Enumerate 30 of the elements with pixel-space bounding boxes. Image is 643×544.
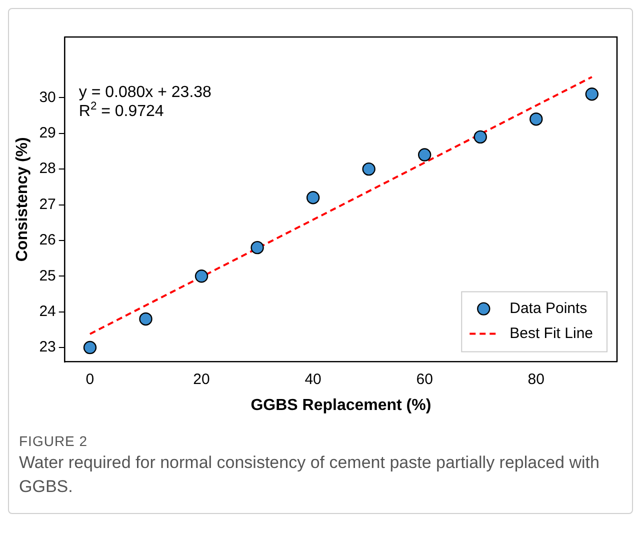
point xyxy=(194,270,208,283)
y-tick-label: 24 xyxy=(39,302,56,320)
y-tick-label: 26 xyxy=(39,232,56,249)
point xyxy=(306,191,320,204)
y-tick-label: 30 xyxy=(39,88,56,106)
point xyxy=(530,112,543,126)
y-tick-label: 28 xyxy=(39,160,56,178)
x-tick-label: 80 xyxy=(528,370,544,388)
y-tick-label: 25 xyxy=(39,267,56,284)
text: Water required for normal consistency of cement paste partially replaced with GGBS. xyxy=(19,452,600,498)
point xyxy=(585,88,599,101)
legend-label: Best Fit Line xyxy=(510,324,594,342)
x-tick-label: 20 xyxy=(193,370,210,388)
x-axis-title: GGBS Replacement (%) xyxy=(250,396,432,414)
x-tick-label: 40 xyxy=(304,370,322,388)
point xyxy=(250,240,264,254)
caption: FIGURE 2 xyxy=(19,433,89,449)
y-tick-label: 29 xyxy=(39,124,56,142)
point xyxy=(474,130,487,144)
legend-label: Data Points xyxy=(510,300,588,317)
y-tick-label: 27 xyxy=(39,196,56,213)
point xyxy=(418,148,432,162)
point xyxy=(83,340,97,354)
point xyxy=(139,312,152,326)
y-axis-title: Consistency (%) xyxy=(14,137,32,262)
x-tick-label: 60 xyxy=(416,370,433,388)
y-tick-label: 23 xyxy=(39,338,56,356)
point xyxy=(362,162,376,176)
annotation: y = 0.080x + 23.38 xyxy=(78,84,212,101)
x-tick-label: 0 xyxy=(86,370,94,388)
